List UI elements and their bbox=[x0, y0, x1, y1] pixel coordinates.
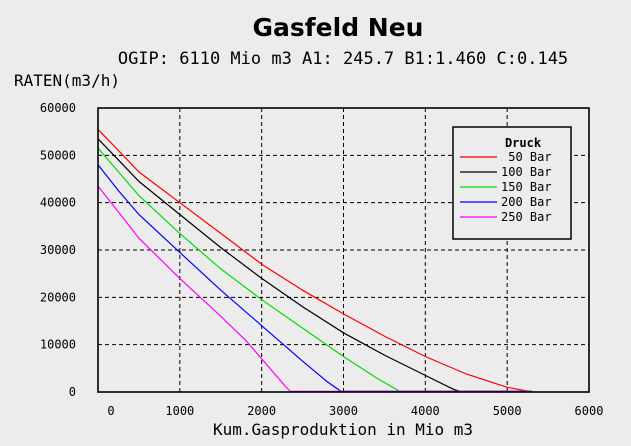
legend-label-2: 150 Bar bbox=[501, 180, 552, 194]
chart-subtitle: OGIP: 6110 Mio m3 A1: 245.7 B1:1.460 C:0… bbox=[118, 49, 568, 69]
legend-title: Druck bbox=[505, 136, 542, 150]
series-line-3 bbox=[97, 164, 343, 393]
legend-box bbox=[452, 126, 572, 240]
legend-label-1: 100 Bar bbox=[501, 165, 552, 179]
x-tick-label: 0 bbox=[107, 404, 114, 418]
y-tick-label: 60000 bbox=[40, 101, 76, 115]
legend-label-4: 250 Bar bbox=[501, 210, 552, 224]
x-tick-label: 2000 bbox=[247, 404, 276, 418]
x-tick-labels: 0 1000 2000 3000 4000 5000 6000 bbox=[107, 404, 603, 418]
chart-title: Gasfeld Neu bbox=[253, 13, 424, 42]
x-tick-label: 4000 bbox=[411, 404, 440, 418]
x-tick-label: 5000 bbox=[493, 404, 522, 418]
plot-frame bbox=[97, 107, 590, 393]
grid-lines bbox=[98, 108, 589, 392]
x-axis-label: Kum.Gasproduktion in Mio m3 bbox=[213, 420, 473, 439]
series-line-2 bbox=[97, 147, 402, 393]
y-tick-labels: 0 10000 20000 30000 40000 50000 60000 bbox=[40, 101, 76, 399]
y-tick-label: 40000 bbox=[40, 196, 76, 210]
series-line-0 bbox=[97, 128, 532, 393]
y-tick-label: 0 bbox=[69, 385, 76, 399]
y-tick-label: 20000 bbox=[40, 290, 76, 304]
y-axis-label: RATEN(m3/h) bbox=[14, 71, 120, 90]
y-tick-label: 30000 bbox=[40, 243, 76, 257]
series-line-1 bbox=[97, 138, 463, 393]
x-tick-label: 6000 bbox=[575, 404, 604, 418]
x-tick-label: 3000 bbox=[329, 404, 358, 418]
series-line-4 bbox=[97, 185, 292, 393]
y-tick-label: 10000 bbox=[40, 338, 76, 352]
legend-label-3: 200 Bar bbox=[501, 195, 552, 209]
x-tick-label: 1000 bbox=[165, 404, 194, 418]
legend-label-0: 50 Bar bbox=[501, 150, 552, 164]
y-tick-label: 50000 bbox=[40, 148, 76, 162]
